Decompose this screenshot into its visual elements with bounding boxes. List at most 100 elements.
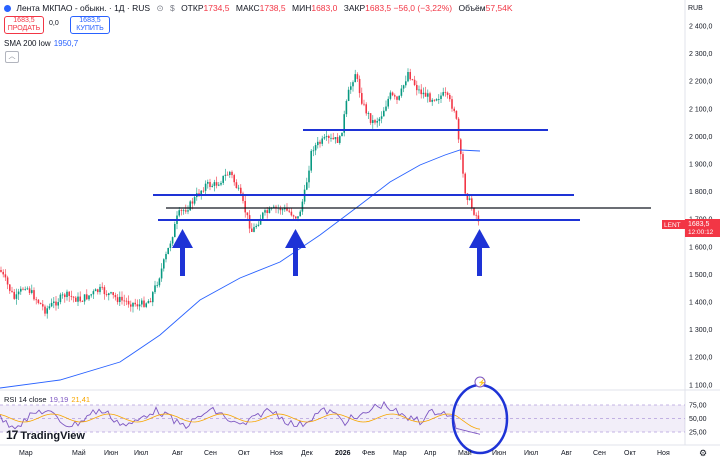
candle-body xyxy=(92,291,95,295)
time-tick: Июн xyxy=(492,450,506,457)
candle-body xyxy=(442,92,444,96)
rsi-value: 19,19 xyxy=(49,395,69,404)
lightning-event-icon[interactable] xyxy=(474,376,486,388)
price-tick: 2 300,0 xyxy=(689,51,712,58)
candle-body xyxy=(70,295,73,297)
rsi-ma-value: 21,41 xyxy=(71,395,91,404)
candle-body xyxy=(301,201,304,212)
candle-body xyxy=(138,304,141,307)
candle-body xyxy=(97,289,99,293)
candle-body xyxy=(369,113,372,123)
eye-icon[interactable]: ⊙ xyxy=(156,3,164,13)
candle-body xyxy=(416,84,418,91)
price-axis-labels[interactable]: 2 400,0 2 300,0 2 200,0 2 100,0 2 000,0 1 900… xyxy=(689,24,712,390)
candle-body xyxy=(453,108,455,111)
candle-body xyxy=(211,185,213,187)
candle-body xyxy=(121,296,123,301)
candle-body xyxy=(281,209,284,211)
collapse-legend-icon[interactable]: ︿ xyxy=(5,51,19,63)
candle-body xyxy=(409,72,411,80)
candle-body xyxy=(114,295,117,298)
time-tick: Апр xyxy=(424,450,436,457)
candle-body xyxy=(297,216,299,219)
candle-body xyxy=(332,137,334,140)
candle-body xyxy=(330,137,332,139)
rsi-line xyxy=(0,400,481,435)
rsi-legend[interactable]: RSI 14 close 19,19 21,41 xyxy=(4,395,90,404)
candle-body xyxy=(242,193,244,201)
candle-body xyxy=(358,78,361,94)
candle-body xyxy=(407,72,409,82)
candle-body xyxy=(152,292,154,303)
candle-body xyxy=(185,210,187,212)
candle-body xyxy=(446,92,449,95)
high-label: МАКС xyxy=(235,3,260,13)
candle-body xyxy=(17,291,20,295)
open-label: ОТКР xyxy=(181,3,204,13)
candle-body xyxy=(127,300,130,305)
candle-body xyxy=(257,224,260,226)
candle-body xyxy=(352,82,354,87)
candle-body xyxy=(292,215,295,217)
candle-body xyxy=(471,198,473,209)
candle-body xyxy=(431,99,433,102)
candle-body xyxy=(248,215,251,229)
candle-body xyxy=(209,181,211,187)
candle-body xyxy=(145,303,147,307)
volume-label: Объём xyxy=(458,3,486,13)
buy-button[interactable]: 1683,5 КУПИТЬ xyxy=(70,16,110,34)
candle-body xyxy=(354,74,356,83)
price-tick: 2 400,0 xyxy=(689,24,712,31)
candle-body xyxy=(286,208,288,211)
candle-body xyxy=(187,210,189,212)
candle-body xyxy=(444,92,447,93)
candle-body xyxy=(22,288,24,290)
candle-body xyxy=(59,294,62,303)
candle-body xyxy=(429,93,431,102)
sell-price: 1683,5 xyxy=(13,17,35,24)
arrow-up-1[interactable] xyxy=(172,229,193,276)
candle-body xyxy=(396,96,398,100)
price-tick: 1 200,0 xyxy=(689,355,712,362)
tradingview-logo[interactable]: 17 TradingView xyxy=(6,428,85,442)
price-tick: 1 100,0 xyxy=(689,382,712,389)
candle-body xyxy=(123,300,125,302)
rsi-axis-labels[interactable]: 75,00 50,00 25,00 xyxy=(689,403,707,437)
symbol-logo-icon xyxy=(4,5,11,12)
buy-price: 1683,5 xyxy=(79,17,101,24)
candle-body xyxy=(473,208,475,215)
candle-body xyxy=(169,243,172,248)
sell-button[interactable]: 1683,5 ПРОДАТЬ xyxy=(4,16,44,34)
candle-body xyxy=(394,95,396,97)
last-price-badge xyxy=(685,219,720,237)
time-tick: Сен xyxy=(204,450,217,457)
gear-icon[interactable]: ⚙ xyxy=(699,448,708,458)
candle-body xyxy=(39,302,42,305)
lightning-glyph: ⚡ xyxy=(478,378,487,387)
candle-body xyxy=(308,170,310,183)
price-tick: 1 600,0 xyxy=(689,244,712,251)
candle-body xyxy=(83,294,86,302)
candle-body xyxy=(475,214,477,216)
candle-body xyxy=(44,306,46,314)
rsi-label: RSI 14 close xyxy=(4,395,47,404)
arrow-up-2[interactable] xyxy=(285,229,306,276)
candle-body xyxy=(86,294,88,300)
symbol-title[interactable]: Лента МКПАО - обыкн. · 1Д · RUS xyxy=(16,3,151,13)
candle-body xyxy=(105,294,108,296)
arrow-up-3[interactable] xyxy=(469,229,490,276)
time-axis-labels[interactable]: Мар Май Июн Июл Авг Сен Окт Ноя Дек 2026 Фев Мар Апр… xyxy=(19,449,670,457)
candle-body xyxy=(193,197,196,204)
dollar-icon[interactable]: $ xyxy=(169,3,175,13)
sma-legend[interactable]: SMA 200 low 1950,7 xyxy=(4,39,78,48)
candle-body xyxy=(207,181,209,184)
time-tick: Мар xyxy=(393,450,407,457)
candle-body xyxy=(341,132,343,137)
candle-body xyxy=(466,193,469,200)
candle-body xyxy=(229,171,231,175)
candle-body xyxy=(130,304,132,307)
candle-body xyxy=(24,289,26,290)
currency-label[interactable]: RUB xyxy=(688,5,703,12)
candle-body xyxy=(279,207,282,211)
